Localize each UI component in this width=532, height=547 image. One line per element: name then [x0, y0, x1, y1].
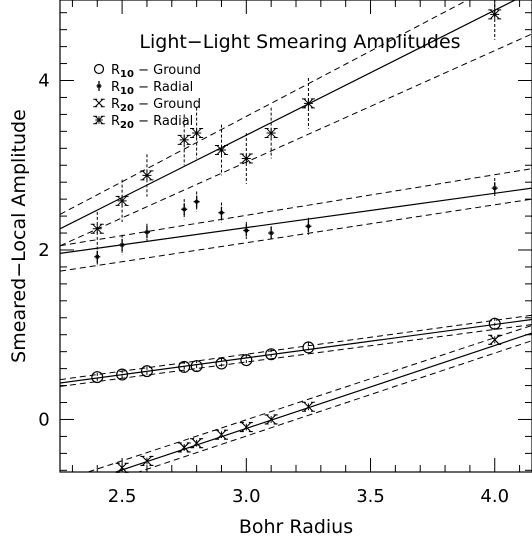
x-tick-label: 3.0 — [232, 486, 261, 507]
x-tick-label: 2.5 — [108, 486, 137, 507]
y-tick-label: 4 — [38, 71, 49, 92]
axis-ticks — [60, 0, 532, 472]
chart-title: Light−Light Smearing Amplitudes — [139, 31, 460, 53]
x-tick-label: 4.0 — [480, 486, 509, 507]
series-1-point — [215, 357, 228, 370]
fit-lines — [60, 0, 532, 472]
series-4-fit-line — [60, 0, 517, 230]
series-2-point — [193, 195, 200, 208]
data-points — [90, 9, 502, 473]
tick-labels: 2.5 3.0 3.5 4.0 0 2 4 — [38, 71, 509, 507]
series-1-point — [178, 360, 191, 373]
series-4-point — [115, 195, 129, 206]
series-2-point — [181, 203, 188, 216]
series-3-band-upper — [86, 324, 532, 472]
series-1-point — [140, 365, 153, 378]
series-4-point — [214, 144, 228, 155]
series-1-point — [265, 348, 278, 361]
legend-marker — [93, 63, 105, 75]
series-2-point — [491, 182, 498, 195]
series-3-point — [177, 442, 191, 453]
series-2-point — [268, 227, 275, 240]
series-3-point — [214, 429, 228, 440]
series-4-point — [301, 98, 315, 109]
series-4-point — [264, 128, 278, 139]
series-2-point — [94, 250, 101, 263]
legend-marker — [96, 81, 102, 91]
series-3-point — [140, 455, 154, 467]
series-4-point — [190, 128, 204, 139]
series-2-point — [119, 238, 126, 251]
series-1-point — [302, 341, 315, 354]
series-1-band-upper — [60, 314, 532, 381]
x-axis-label: Bohr Radius — [239, 516, 353, 538]
series-4-point — [239, 153, 253, 164]
series-2-point — [305, 220, 312, 233]
series-1-point — [240, 354, 253, 367]
series-1-fit-line — [60, 318, 532, 384]
series-2-point — [143, 226, 150, 239]
legend-label: R10 − Radial — [111, 80, 193, 97]
series-3-fit-line — [113, 332, 532, 472]
series-1-point — [190, 360, 203, 373]
x-tick-label: 3.5 — [356, 486, 385, 507]
series-3-band-lower — [137, 340, 532, 472]
y-tick-label: 2 — [38, 240, 49, 261]
series-4-band-lower — [60, 33, 532, 247]
legend-marker — [93, 98, 105, 108]
y-axis-label: Smeared−Local Amplitude — [8, 109, 30, 363]
series-3-point — [190, 438, 204, 449]
legend-item: R20 − Ground — [93, 97, 201, 114]
legend-label: R20 − Radial — [111, 114, 193, 131]
series-3-point — [264, 414, 278, 425]
series-1-point — [91, 371, 104, 384]
legend-label: R20 − Ground — [111, 97, 201, 114]
legend-label: R10 − Ground — [111, 63, 201, 80]
legend-item: R10 − Ground — [93, 63, 201, 80]
legend-item: R20 − Radial — [93, 114, 193, 131]
series-1-band-lower — [60, 324, 532, 387]
series-3-point — [239, 422, 253, 433]
series-4-band-upper — [60, 0, 469, 215]
legend-item: R10 − Radial — [96, 80, 193, 97]
series-4-point — [140, 170, 154, 181]
series-3-point — [301, 401, 315, 412]
series-4-point — [488, 9, 502, 20]
series-3-point — [488, 334, 502, 345]
series-2-point — [218, 206, 225, 219]
series-2-point — [243, 224, 250, 237]
legend-marker — [93, 115, 105, 125]
series-4-point — [90, 223, 104, 234]
series-2-fit-line — [60, 187, 532, 254]
y-tick-label: 0 — [38, 409, 49, 430]
series-2-band-upper — [60, 168, 532, 247]
series-1-point — [488, 317, 501, 330]
series-1-point — [116, 368, 129, 381]
series-2-band-lower — [60, 198, 532, 272]
series-4-point — [177, 134, 191, 145]
